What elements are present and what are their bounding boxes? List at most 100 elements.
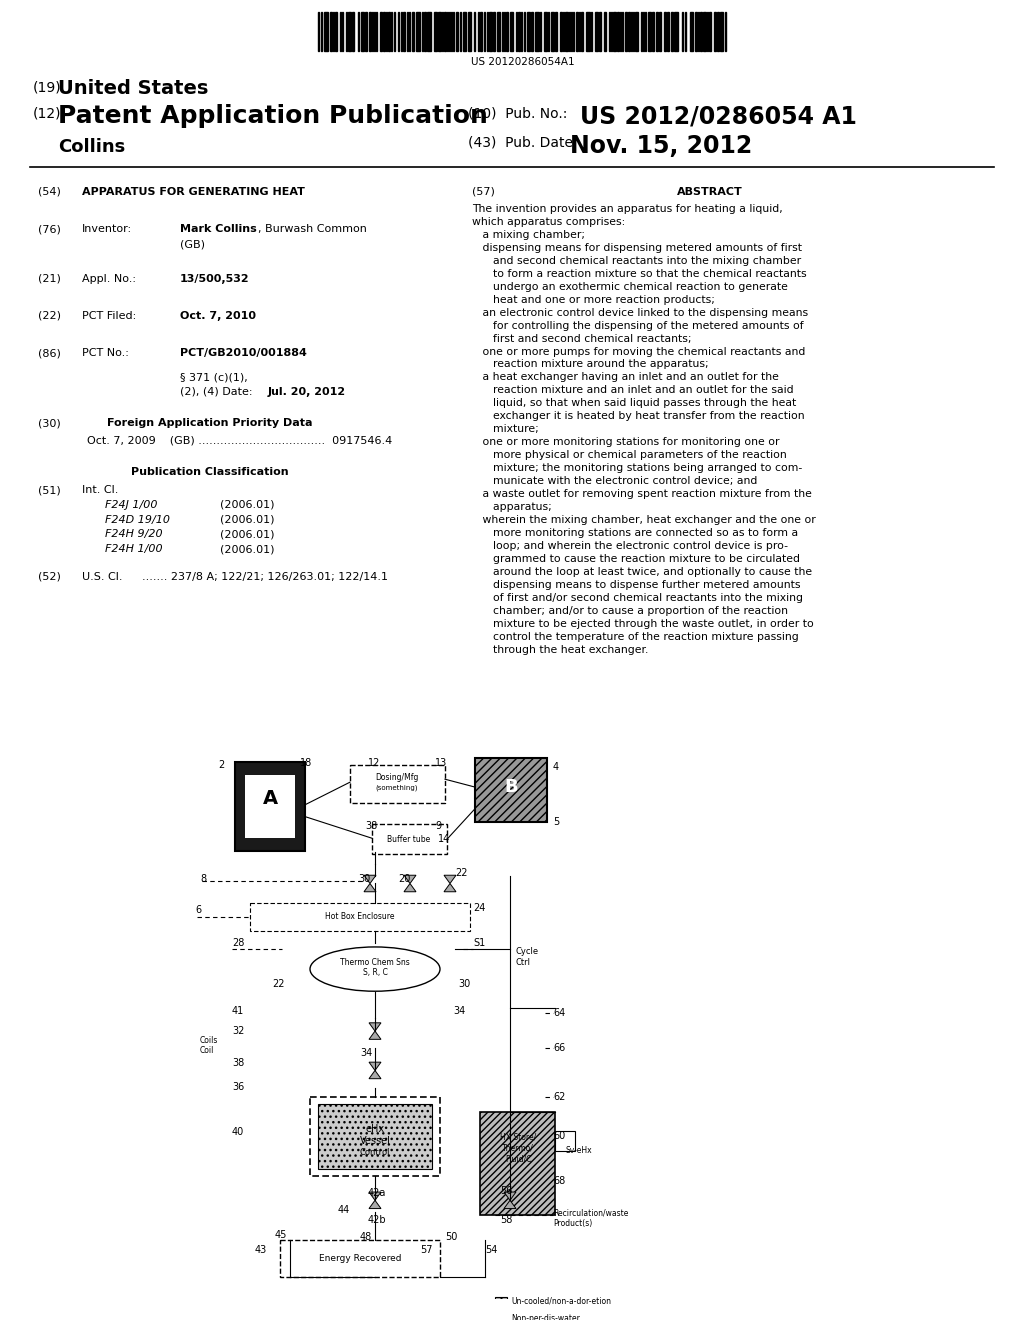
Text: 6: 6 [195,906,201,915]
Text: 56: 56 [500,1185,512,1196]
Text: (52): (52) [38,572,60,582]
Text: PCT/GB2010/001884: PCT/GB2010/001884 [180,348,307,358]
Bar [489,12,492,51]
Text: (2006.01): (2006.01) [220,544,274,554]
Bar [717,12,719,51]
Text: 20: 20 [398,874,411,883]
Bar [575,12,578,51]
Text: one or more monitoring stations for monitoring one or: one or more monitoring stations for moni… [472,437,779,447]
Text: apparatus;: apparatus; [472,503,552,512]
Text: mixture; the monitoring stations being arranged to com-: mixture; the monitoring stations being a… [472,463,802,474]
Bar [380,12,382,51]
Bar [348,12,351,51]
Text: 14: 14 [437,834,450,845]
Polygon shape [444,875,456,883]
Bar [709,12,711,51]
Text: (2006.01): (2006.01) [220,500,274,510]
Bar [674,12,678,51]
Bar [599,12,601,51]
Bar [350,766,445,803]
Bar [544,12,547,51]
Bar [555,12,557,51]
Text: B: B [504,777,518,796]
Text: Control: Control [359,1147,390,1156]
Text: Vessel: Vessel [359,1137,390,1146]
Text: Fluid/C: Fluid/C [505,1155,531,1163]
Text: Appl. No.:: Appl. No.: [82,273,136,284]
Text: 4: 4 [553,763,559,772]
Text: Sv-eHx: Sv-eHx [565,1146,592,1155]
Bar [495,1296,507,1308]
Text: one or more pumps for moving the chemical reactants and: one or more pumps for moving the chemica… [472,347,805,356]
Text: ....... 237/8 A; 122/21; 126/263.01; 122/14.1: ....... 237/8 A; 122/21; 126/263.01; 122… [142,572,388,582]
Bar [617,12,618,51]
Bar [468,12,471,51]
Polygon shape [369,1023,381,1031]
Bar [695,12,697,51]
Text: a waste outlet for removing spent reaction mixture from the: a waste outlet for removing spent reacti… [472,490,812,499]
Bar [493,12,495,51]
Text: Publication Classification: Publication Classification [131,467,289,478]
Text: which apparatus comprises:: which apparatus comprises: [472,216,626,227]
Bar [318,1104,432,1168]
Bar [352,12,354,51]
Bar [245,775,295,838]
Text: (57): (57) [472,187,495,197]
Bar [383,12,385,51]
Text: A: A [262,789,278,808]
Text: F24D 19/10: F24D 19/10 [105,515,170,524]
Text: Un-cooled/non-a-dor-etion: Un-cooled/non-a-dor-etion [511,1296,611,1305]
Bar [324,12,328,51]
Text: 12: 12 [368,758,380,767]
Text: 42a: 42a [368,1188,386,1199]
Text: Thermo/: Thermo/ [502,1143,534,1152]
Bar [625,12,627,51]
Bar [527,12,530,51]
Text: 57: 57 [420,1245,432,1254]
Text: 66: 66 [553,1043,565,1053]
Text: Nov. 15, 2012: Nov. 15, 2012 [570,133,753,158]
Ellipse shape [310,946,440,991]
Text: 28: 28 [232,937,245,948]
Text: 13: 13 [435,758,447,767]
Text: (86): (86) [38,348,60,358]
Bar [444,12,446,51]
Text: (2006.01): (2006.01) [220,529,274,540]
Text: mixture;: mixture; [472,425,539,434]
Text: exchanger it is heated by heat transfer from the reaction: exchanger it is heated by heat transfer … [472,412,805,421]
Bar [365,12,367,51]
Text: 54: 54 [485,1245,498,1254]
Text: Thermo Chem Sns: Thermo Chem Sns [340,958,410,966]
Bar [510,12,513,51]
Text: (43)  Pub. Date:: (43) Pub. Date: [468,136,578,149]
Bar [659,12,662,51]
Bar [535,12,539,51]
Text: 13/500,532: 13/500,532 [180,273,250,284]
Bar [475,758,547,821]
Text: (2), (4) Date:: (2), (4) Date: [180,387,253,396]
Text: Collins: Collins [58,137,125,156]
Text: 34: 34 [453,1006,465,1016]
Text: more physical or chemical parameters of the reaction: more physical or chemical parameters of … [472,450,786,461]
Text: Int. Cl.: Int. Cl. [82,484,119,495]
Text: reaction mixture around the apparatus;: reaction mixture around the apparatus; [472,359,709,370]
Text: liquid, so that when said liquid passes through the heat: liquid, so that when said liquid passes … [472,399,797,408]
Text: Non-per-dis-water: Non-per-dis-water [511,1315,580,1320]
Text: (22): (22) [38,312,61,321]
Text: (21): (21) [38,273,60,284]
Text: municate with the electronic control device; and: municate with the electronic control dev… [472,477,758,486]
Bar [595,12,598,51]
Text: US 2012/0286054 A1: US 2012/0286054 A1 [580,104,857,128]
Text: (19): (19) [33,81,61,95]
Text: HX Store/: HX Store/ [500,1133,537,1142]
Polygon shape [364,875,376,883]
Text: US 20120286054A1: US 20120286054A1 [471,57,574,67]
Text: 64: 64 [553,1008,565,1019]
Bar [555,1131,575,1151]
Text: of first and/or second chemical reactants into the mixing: of first and/or second chemical reactant… [472,593,803,603]
Text: 38: 38 [365,821,377,830]
Bar [690,12,693,51]
Text: Buffer tube: Buffer tube [387,834,431,843]
Text: around the loop at least twice, and optionally to cause the: around the loop at least twice, and opti… [472,568,812,577]
Text: Recirculation/waste
Product(s): Recirculation/waste Product(s) [553,1208,629,1228]
